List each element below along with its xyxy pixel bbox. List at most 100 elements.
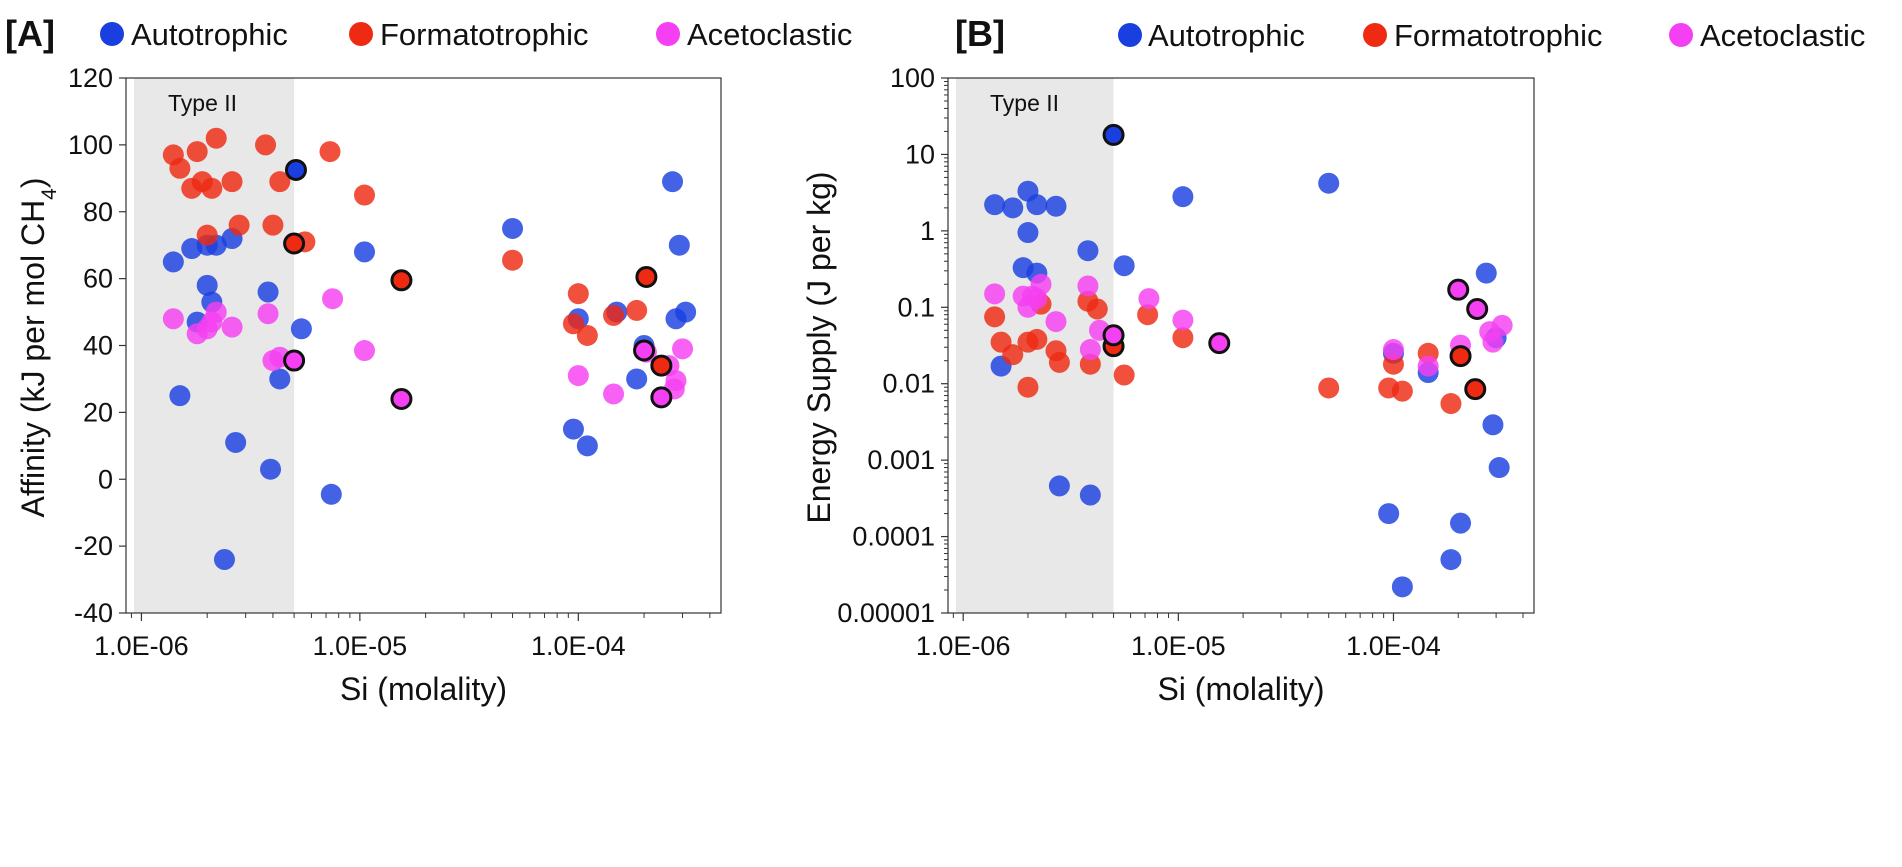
panel-a-point-autotrophic [562,418,584,440]
panel-a-y-tick-label: -40 [74,598,113,628]
panel-a-point-formatotrophic [626,299,648,321]
panel-b-point-autotrophic [1079,484,1101,506]
panel-b-point-acetoclastic [984,283,1006,305]
panel-a-point-formatotrophic [576,324,598,346]
panel-a-outlined-point-formatotrophic [650,354,673,377]
panel-a-y-tick-label: 20 [83,397,113,427]
panel-b-y-tick-label: 100 [890,63,935,93]
panel-b-point-acetoclastic [1138,288,1160,310]
legend-a-autotrophic-marker [100,22,124,46]
panel-a-point-formatotrophic [196,224,218,246]
panel-a-point-formatotrophic [255,134,277,156]
panel-b-point-acetoclastic [1172,309,1194,331]
panel-b-plot-frame [947,77,1535,614]
panel-b-point-formatotrophic [984,306,1006,328]
panel-b-y-tick-label: 0.0001 [852,522,935,552]
panel-a-point-autotrophic [502,217,524,239]
panel-b-point-autotrophic [1045,195,1067,217]
panel-a-y-title-subscript: 4 [38,188,61,200]
panel-a-points [162,127,697,570]
panel-a-point-formatotrophic [169,157,191,179]
panel-a-point-acetoclastic [221,316,243,338]
panel-a-point-autotrophic [353,241,375,263]
panel-b-point-autotrophic [1488,457,1510,479]
panel-a-point-autotrophic [668,234,690,256]
panel-b-points [984,123,1513,598]
legend-b-formatotrophic-marker [1363,23,1387,47]
panel-a-outlined-point-acetoclastic [633,339,656,362]
panel-a-point-autotrophic [626,368,648,390]
panel-a-point-formatotrophic [262,214,284,236]
panel-b-y-tick-label: 0.001 [867,445,935,475]
panel-b-point-acetoclastic [1382,339,1404,361]
panel-a-point-formatotrophic [353,184,375,206]
panel-a-point-acetoclastic [603,383,625,405]
panel-a-point-formatotrophic [186,141,208,163]
panel-b-outlined-point-acetoclastic [1102,324,1125,347]
panel-a-point-autotrophic [269,368,291,390]
panel-b-outlined-point-autotrophic [1102,123,1125,146]
panel-a-point-autotrophic [196,274,218,296]
panel-b-point-autotrophic [1002,197,1024,219]
panel-a-point-autotrophic [169,385,191,407]
panel-b-point-formatotrophic [1113,364,1135,386]
panel-a-outlined-point-formatotrophic [390,269,413,292]
panel-a-point-autotrophic [576,435,598,457]
panel-b-point-autotrophic [1026,194,1048,216]
panel-a-ticks: -40 -20 0 20 40 60 80 100 120 1.0E-06 1.0E-05 1.0E-… [68,63,711,661]
panel-b-y-tick-label: 0.00001 [837,598,935,628]
panel-a-point-autotrophic [257,281,279,303]
panel-b-point-autotrophic [1318,172,1340,194]
panel-b-y-tick-label: 0.1 [897,292,935,322]
panel-a-point-acetoclastic [672,338,694,360]
panel-a-type-ii-label: Type II [168,90,237,116]
panel-a-y-tick-label: -20 [74,531,113,561]
panel-b-point-autotrophic [984,194,1006,216]
panel-a: [A] Autotrophic Formatotrophic Acetoclas… [5,13,852,707]
panel-a-x-tick-label: 1.0E-05 [313,631,408,661]
panel-a-label: [A] [5,13,55,54]
panel-a-outlined-point-formatotrophic [283,232,306,255]
panel-b-x-tick-label: 1.0E-04 [1346,631,1441,661]
panel-b-point-formatotrophic [1086,298,1108,320]
legend-a-formatotrophic-label: Formatotrophic [380,17,588,52]
panel-b-point-acetoclastic [1491,314,1513,336]
panel-b-x-tick-label: 1.0E-05 [1131,631,1226,661]
panel-a-y-tick-label: 80 [83,197,113,227]
panel-a-point-autotrophic [225,431,247,453]
legend-b-formatotrophic-label: Formatotrophic [1394,18,1602,53]
legend-a-acetoclastic-marker [656,22,680,46]
panel-a-point-formatotrophic [603,304,625,326]
panel-b-point-autotrophic [1482,414,1504,436]
panel-a-point-autotrophic [662,171,684,193]
panel-b-y-title-main: Energy Supply (J per kg) [801,171,837,523]
panel-a-outlined-point-acetoclastic [283,349,306,372]
panel-b-point-autotrophic [1017,222,1039,244]
panel-a-point-formatotrophic [201,177,223,199]
panel-b-y-axis-title: Energy Supply (J per kg) [801,171,837,523]
legend-a-acetoclastic-label: Acetoclastic [687,17,852,52]
panel-b-y-tick-label: 0.01 [882,369,935,399]
legend-b-acetoclastic-marker [1669,23,1693,47]
panel-a-point-autotrophic [260,458,282,480]
panel-a-y-tick-label: 0 [98,464,113,494]
panel-b-point-acetoclastic [1045,311,1067,333]
panel-b-point-autotrophic [1475,262,1497,284]
panel-b-point-autotrophic [1450,512,1472,534]
panel-a-outlined-point-formatotrophic [635,265,658,288]
panel-b-point-acetoclastic [1417,355,1439,377]
panel-b-outlined-point-formatotrophic [1464,378,1487,401]
panel-a-point-formatotrophic [502,249,524,271]
panel-b-label: [B] [955,13,1005,54]
panel-b-ticks: 0.00001 0.0001 0.001 0.01 0.1 1 10 100 1.0E-06 1.… [837,63,1524,661]
panel-a-point-acetoclastic [205,301,227,323]
panel-b-point-formatotrophic [1002,344,1024,366]
panel-a-point-autotrophic [320,483,342,505]
panel-a-legend: Autotrophic Formatotrophic Acetoclastic [100,17,852,52]
panel-b-point-acetoclastic [1030,273,1052,295]
panel-b-legend: Autotrophic Formatotrophic Acetoclastic [1118,18,1865,53]
panel-a-point-acetoclastic [567,365,589,387]
panel-a-x-tick-label: 1.0E-06 [94,631,189,661]
legend-b-autotrophic-marker [1118,23,1142,47]
panel-b-point-formatotrophic [1079,353,1101,375]
